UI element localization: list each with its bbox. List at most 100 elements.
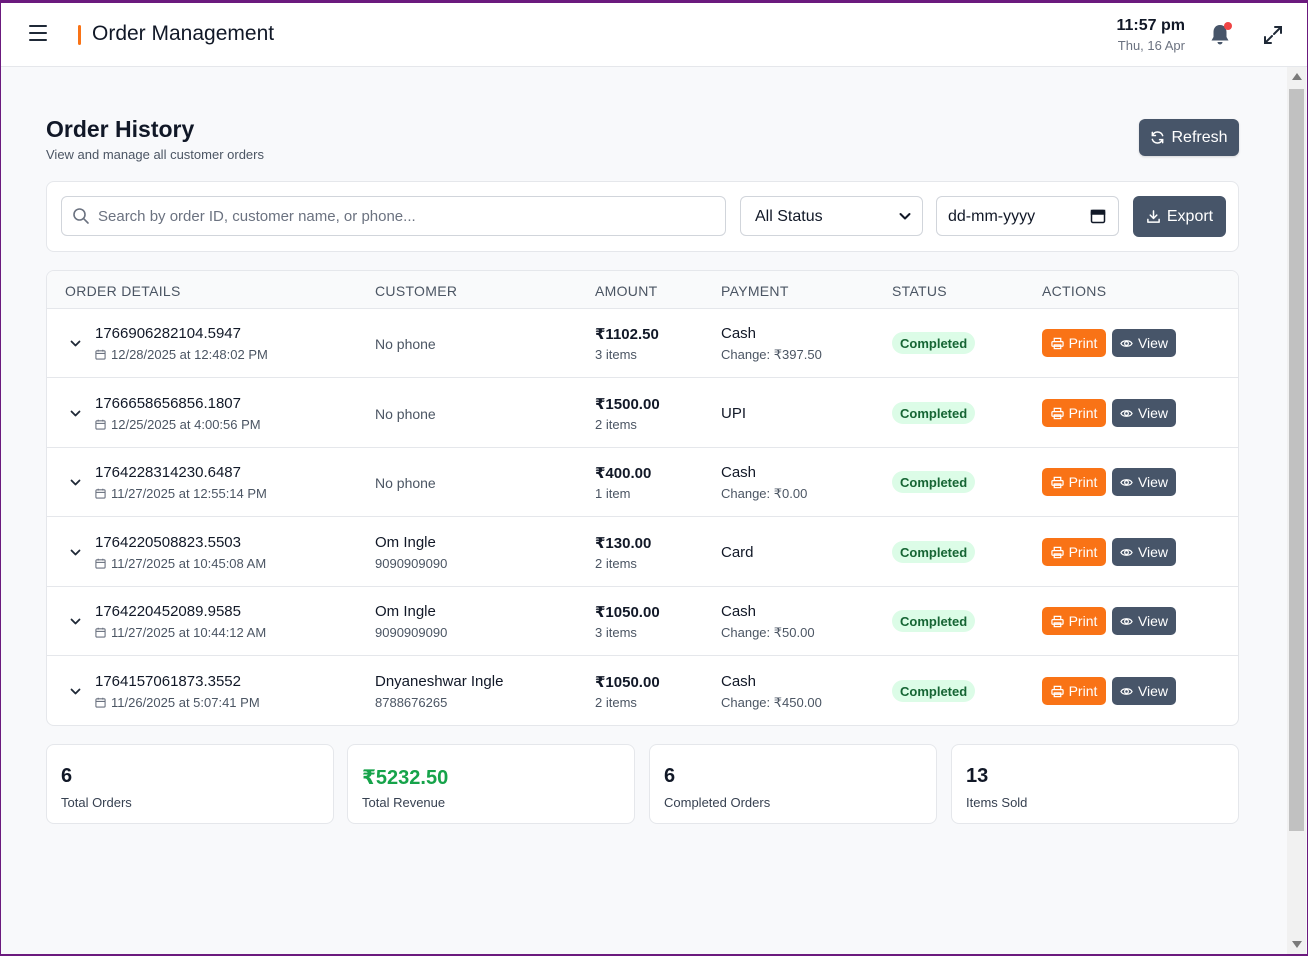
print-button[interactable]: Print — [1042, 329, 1106, 357]
order-items-count: 3 items — [595, 347, 637, 362]
page-subtitle: View and manage all customer orders — [46, 147, 264, 162]
bell-icon[interactable] — [1209, 22, 1232, 47]
scroll-thumb[interactable] — [1289, 89, 1304, 831]
order-id: 1764220452089.9585 — [95, 603, 241, 620]
customer-phone: No phone — [375, 336, 436, 352]
print-button[interactable]: Print — [1042, 677, 1106, 705]
order-amount: ₹1500.00 — [595, 396, 660, 413]
eye-icon — [1120, 548, 1133, 556]
payment-change: Change: ₹450.00 — [721, 695, 822, 710]
clock-date: Thu, 16 Apr — [1117, 38, 1185, 53]
calendar-icon[interactable] — [1090, 208, 1106, 224]
stat-value: 6 — [61, 765, 73, 787]
chevron-down-icon[interactable] — [69, 685, 82, 698]
filter-bar: All Status dd-mm-yyyy Export — [46, 181, 1239, 252]
order-id: 1764228314230.6487 — [95, 464, 241, 481]
clock-time: 11:57 pm — [1116, 17, 1185, 34]
date-filter-input[interactable]: dd-mm-yyyy — [936, 196, 1119, 236]
order-items-count: 3 items — [595, 625, 637, 640]
chevron-down-icon[interactable] — [69, 615, 82, 628]
status-filter-select[interactable]: All Status — [740, 196, 923, 236]
print-button[interactable]: Print — [1042, 399, 1106, 427]
payment-method: UPI — [721, 405, 747, 422]
order-date-text: 11/27/2025 at 10:44:12 AM — [111, 625, 267, 640]
order-date-text: 11/27/2025 at 12:55:14 PM — [111, 486, 267, 501]
order-date-text: 11/27/2025 at 10:45:08 AM — [111, 556, 267, 571]
printer-icon — [1050, 476, 1064, 488]
scroll-down-arrow[interactable] — [1292, 941, 1302, 948]
column-header-actions: ACTIONS — [1042, 283, 1107, 299]
view-button[interactable]: View — [1112, 538, 1176, 566]
date-filter-value: dd-mm-yyyy — [948, 208, 1036, 225]
vertical-scrollbar[interactable] — [1287, 67, 1306, 954]
chevron-down-icon[interactable] — [69, 476, 82, 489]
printer-icon — [1050, 337, 1064, 349]
eye-icon — [1120, 687, 1133, 695]
print-button[interactable]: Print — [1042, 468, 1106, 496]
payment-method: Cash — [721, 603, 757, 620]
order-id: 1764220508823.5503 — [95, 534, 241, 551]
payment-method: Card — [721, 544, 754, 561]
status-badge: Completed — [892, 332, 976, 354]
print-label: Print — [1068, 474, 1098, 490]
status-badge: Completed — [892, 471, 976, 493]
view-label: View — [1137, 613, 1169, 629]
print-label: Print — [1068, 683, 1098, 699]
order-date: 11/26/2025 at 5:07:41 PM — [95, 695, 260, 710]
search-input[interactable] — [98, 197, 718, 235]
app-title: Order Management — [92, 22, 275, 45]
status-badge: Completed — [892, 541, 976, 563]
order-amount: ₹400.00 — [595, 465, 652, 482]
stat-value: ₹5232.50 — [362, 767, 449, 789]
customer-name: Om Ingle — [375, 534, 436, 551]
column-header-status: STATUS — [892, 283, 947, 299]
view-button[interactable]: View — [1112, 329, 1176, 357]
status-badge: Completed — [892, 610, 976, 632]
payment-change: Change: ₹0.00 — [721, 486, 808, 501]
table-row: 1766658656856.1807 12/25/2025 at 4:00:56 … — [47, 379, 1238, 448]
view-label: View — [1137, 474, 1169, 490]
search-icon — [73, 208, 89, 224]
hamburger-menu-icon[interactable] — [29, 25, 49, 45]
order-date: 11/27/2025 at 12:55:14 PM — [95, 486, 267, 501]
eye-icon — [1120, 339, 1133, 347]
order-amount: ₹1050.00 — [595, 604, 660, 621]
window-bottom-border — [0, 954, 1308, 956]
table-row: 1764220452089.9585 11/27/2025 at 10:44:12… — [47, 587, 1238, 656]
stat-label: Total Revenue — [362, 795, 446, 810]
calendar-icon — [95, 627, 106, 638]
order-date-text: 11/26/2025 at 5:07:41 PM — [111, 695, 260, 710]
stat-completed-orders: 6 Completed Orders — [649, 744, 937, 824]
table-row: 1764157061873.3552 11/26/2025 at 5:07:41 … — [47, 657, 1238, 725]
scroll-up-arrow[interactable] — [1292, 73, 1302, 80]
eye-icon — [1120, 617, 1133, 625]
clock: 11:57 pm Thu, 16 Apr — [1117, 17, 1185, 53]
export-button[interactable]: Export — [1133, 196, 1226, 237]
order-date-text: 12/25/2025 at 4:00:56 PM — [111, 417, 261, 432]
table-row: 1766906282104.5947 12/28/2025 at 12:48:02… — [47, 309, 1238, 378]
window-top-border — [0, 0, 1308, 3]
order-amount: ₹1050.00 — [595, 674, 660, 691]
customer-phone: 8788676265 — [375, 695, 448, 710]
print-button[interactable]: Print — [1042, 538, 1106, 566]
chevron-down-icon[interactable] — [69, 337, 82, 350]
fullscreen-icon[interactable] — [1262, 24, 1284, 46]
column-header-customer: CUSTOMER — [375, 283, 458, 299]
order-amount: ₹130.00 — [595, 535, 652, 552]
view-button[interactable]: View — [1112, 677, 1176, 705]
column-header-amount: AMOUNT — [595, 283, 658, 299]
payment-change: Change: ₹50.00 — [721, 625, 815, 640]
calendar-icon — [95, 349, 106, 360]
chevron-down-icon[interactable] — [69, 407, 82, 420]
stat-label: Completed Orders — [664, 795, 771, 810]
view-button[interactable]: View — [1112, 468, 1176, 496]
search-box[interactable] — [61, 196, 726, 236]
view-button[interactable]: View — [1112, 399, 1176, 427]
refresh-button[interactable]: Refresh — [1139, 119, 1239, 156]
chevron-down-icon[interactable] — [69, 546, 82, 559]
calendar-icon — [95, 488, 106, 499]
stat-total-revenue: ₹5232.50 Total Revenue — [347, 744, 635, 824]
print-button[interactable]: Print — [1042, 607, 1106, 635]
view-button[interactable]: View — [1112, 607, 1176, 635]
customer-name: Dnyaneshwar Ingle — [375, 673, 504, 690]
